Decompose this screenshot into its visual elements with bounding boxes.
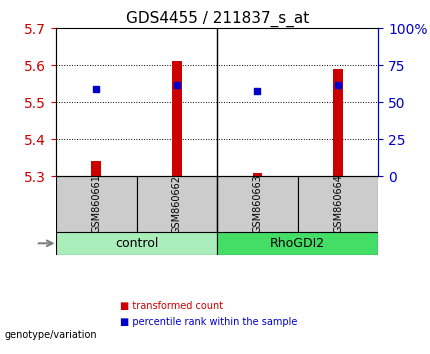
Bar: [333, 69, 343, 176]
FancyBboxPatch shape: [217, 176, 298, 232]
Bar: [172, 61, 182, 176]
Text: RhoGDI2: RhoGDI2: [270, 237, 326, 250]
FancyBboxPatch shape: [56, 176, 137, 232]
Text: GSM860661: GSM860661: [91, 175, 101, 233]
Text: control: control: [115, 237, 158, 250]
Text: GSM860663: GSM860663: [252, 175, 262, 233]
Title: GDS4455 / 211837_s_at: GDS4455 / 211837_s_at: [126, 11, 309, 27]
FancyBboxPatch shape: [137, 176, 217, 232]
Text: GSM860662: GSM860662: [172, 175, 182, 234]
Text: genotype/variation: genotype/variation: [4, 330, 97, 339]
Bar: [253, 173, 262, 176]
Text: GSM860664: GSM860664: [333, 175, 343, 233]
Text: ■ percentile rank within the sample: ■ percentile rank within the sample: [120, 317, 298, 327]
FancyBboxPatch shape: [56, 232, 217, 255]
Text: ■ transformed count: ■ transformed count: [120, 301, 224, 311]
Bar: [91, 161, 101, 176]
FancyBboxPatch shape: [298, 176, 378, 232]
FancyBboxPatch shape: [217, 232, 378, 255]
